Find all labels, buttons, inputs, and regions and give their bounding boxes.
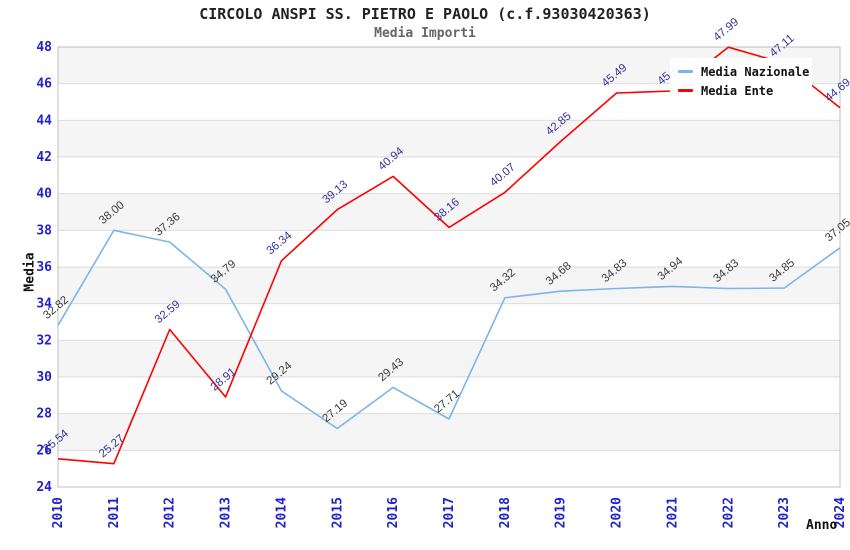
x-tick-label: 2013: [219, 497, 234, 528]
y-tick-label: 26: [36, 443, 52, 458]
x-tick-label: 2019: [554, 497, 569, 528]
y-tick-label: 40: [36, 187, 52, 202]
x-tick-label: 2017: [442, 497, 457, 528]
x-tick-label: 2011: [107, 497, 122, 528]
x-axis-title: Anno: [806, 518, 838, 533]
y-tick-label: 24: [36, 480, 52, 495]
legend-line-swatch-red: [678, 89, 693, 92]
x-tick-label: 2023: [777, 497, 792, 528]
y-tick-label: 28: [36, 407, 52, 422]
y-tick-label: 38: [36, 223, 52, 238]
y-tick-labels: 24 26 28 30 32 34 36 38 40 42 44 46 48: [36, 40, 52, 495]
x-tick-label: 2024: [833, 497, 848, 528]
x-tick-label: 2021: [665, 497, 680, 528]
y-tick-label: 44: [36, 113, 52, 128]
x-tick-label: 2014: [274, 497, 289, 528]
legend: Media Nazionale Media Ente: [670, 58, 812, 104]
x-tick-label: 2018: [498, 497, 513, 528]
y-tick-label: 46: [36, 77, 52, 92]
chart-title: CIRCOLO ANSPI SS. PIETRO E PAOLO (c.f.93…: [199, 5, 651, 23]
x-tick-label: 2020: [610, 497, 625, 528]
x-tick-label: 2022: [721, 497, 736, 528]
x-tick-label: 2015: [330, 497, 345, 528]
y-tick-label: 42: [36, 150, 52, 165]
x-tick-labels: 2010 2011 2012 2013 2014 2015 2016 2017 2018 2019…: [51, 497, 848, 528]
chart-subtitle: Media Importi: [374, 26, 476, 41]
x-tick-label: 2012: [163, 497, 178, 528]
gridlines: [58, 83, 840, 451]
y-axis-title: Media: [22, 252, 38, 292]
legend-line-swatch-blue: [678, 70, 693, 73]
legend-label-media-ente: Media Ente: [701, 83, 774, 98]
x-tick-label: 2010: [51, 497, 66, 528]
y-tick-label: 36: [36, 260, 52, 275]
y-tick-label: 34: [36, 297, 52, 312]
x-tick-label: 2016: [386, 497, 401, 528]
y-tick-label: 48: [36, 40, 52, 55]
data-label: 47.99: [711, 16, 741, 44]
plot-bands: [58, 47, 840, 451]
legend-item-media-nazionale: Media Nazionale: [678, 65, 812, 79]
legend-label-media-nazionale: Media Nazionale: [701, 64, 810, 79]
y-tick-label: 30: [36, 370, 52, 385]
legend-item-media-ente: Media Ente: [678, 84, 812, 98]
plot-border: [57, 46, 841, 488]
y-tick-label: 32: [36, 333, 52, 348]
